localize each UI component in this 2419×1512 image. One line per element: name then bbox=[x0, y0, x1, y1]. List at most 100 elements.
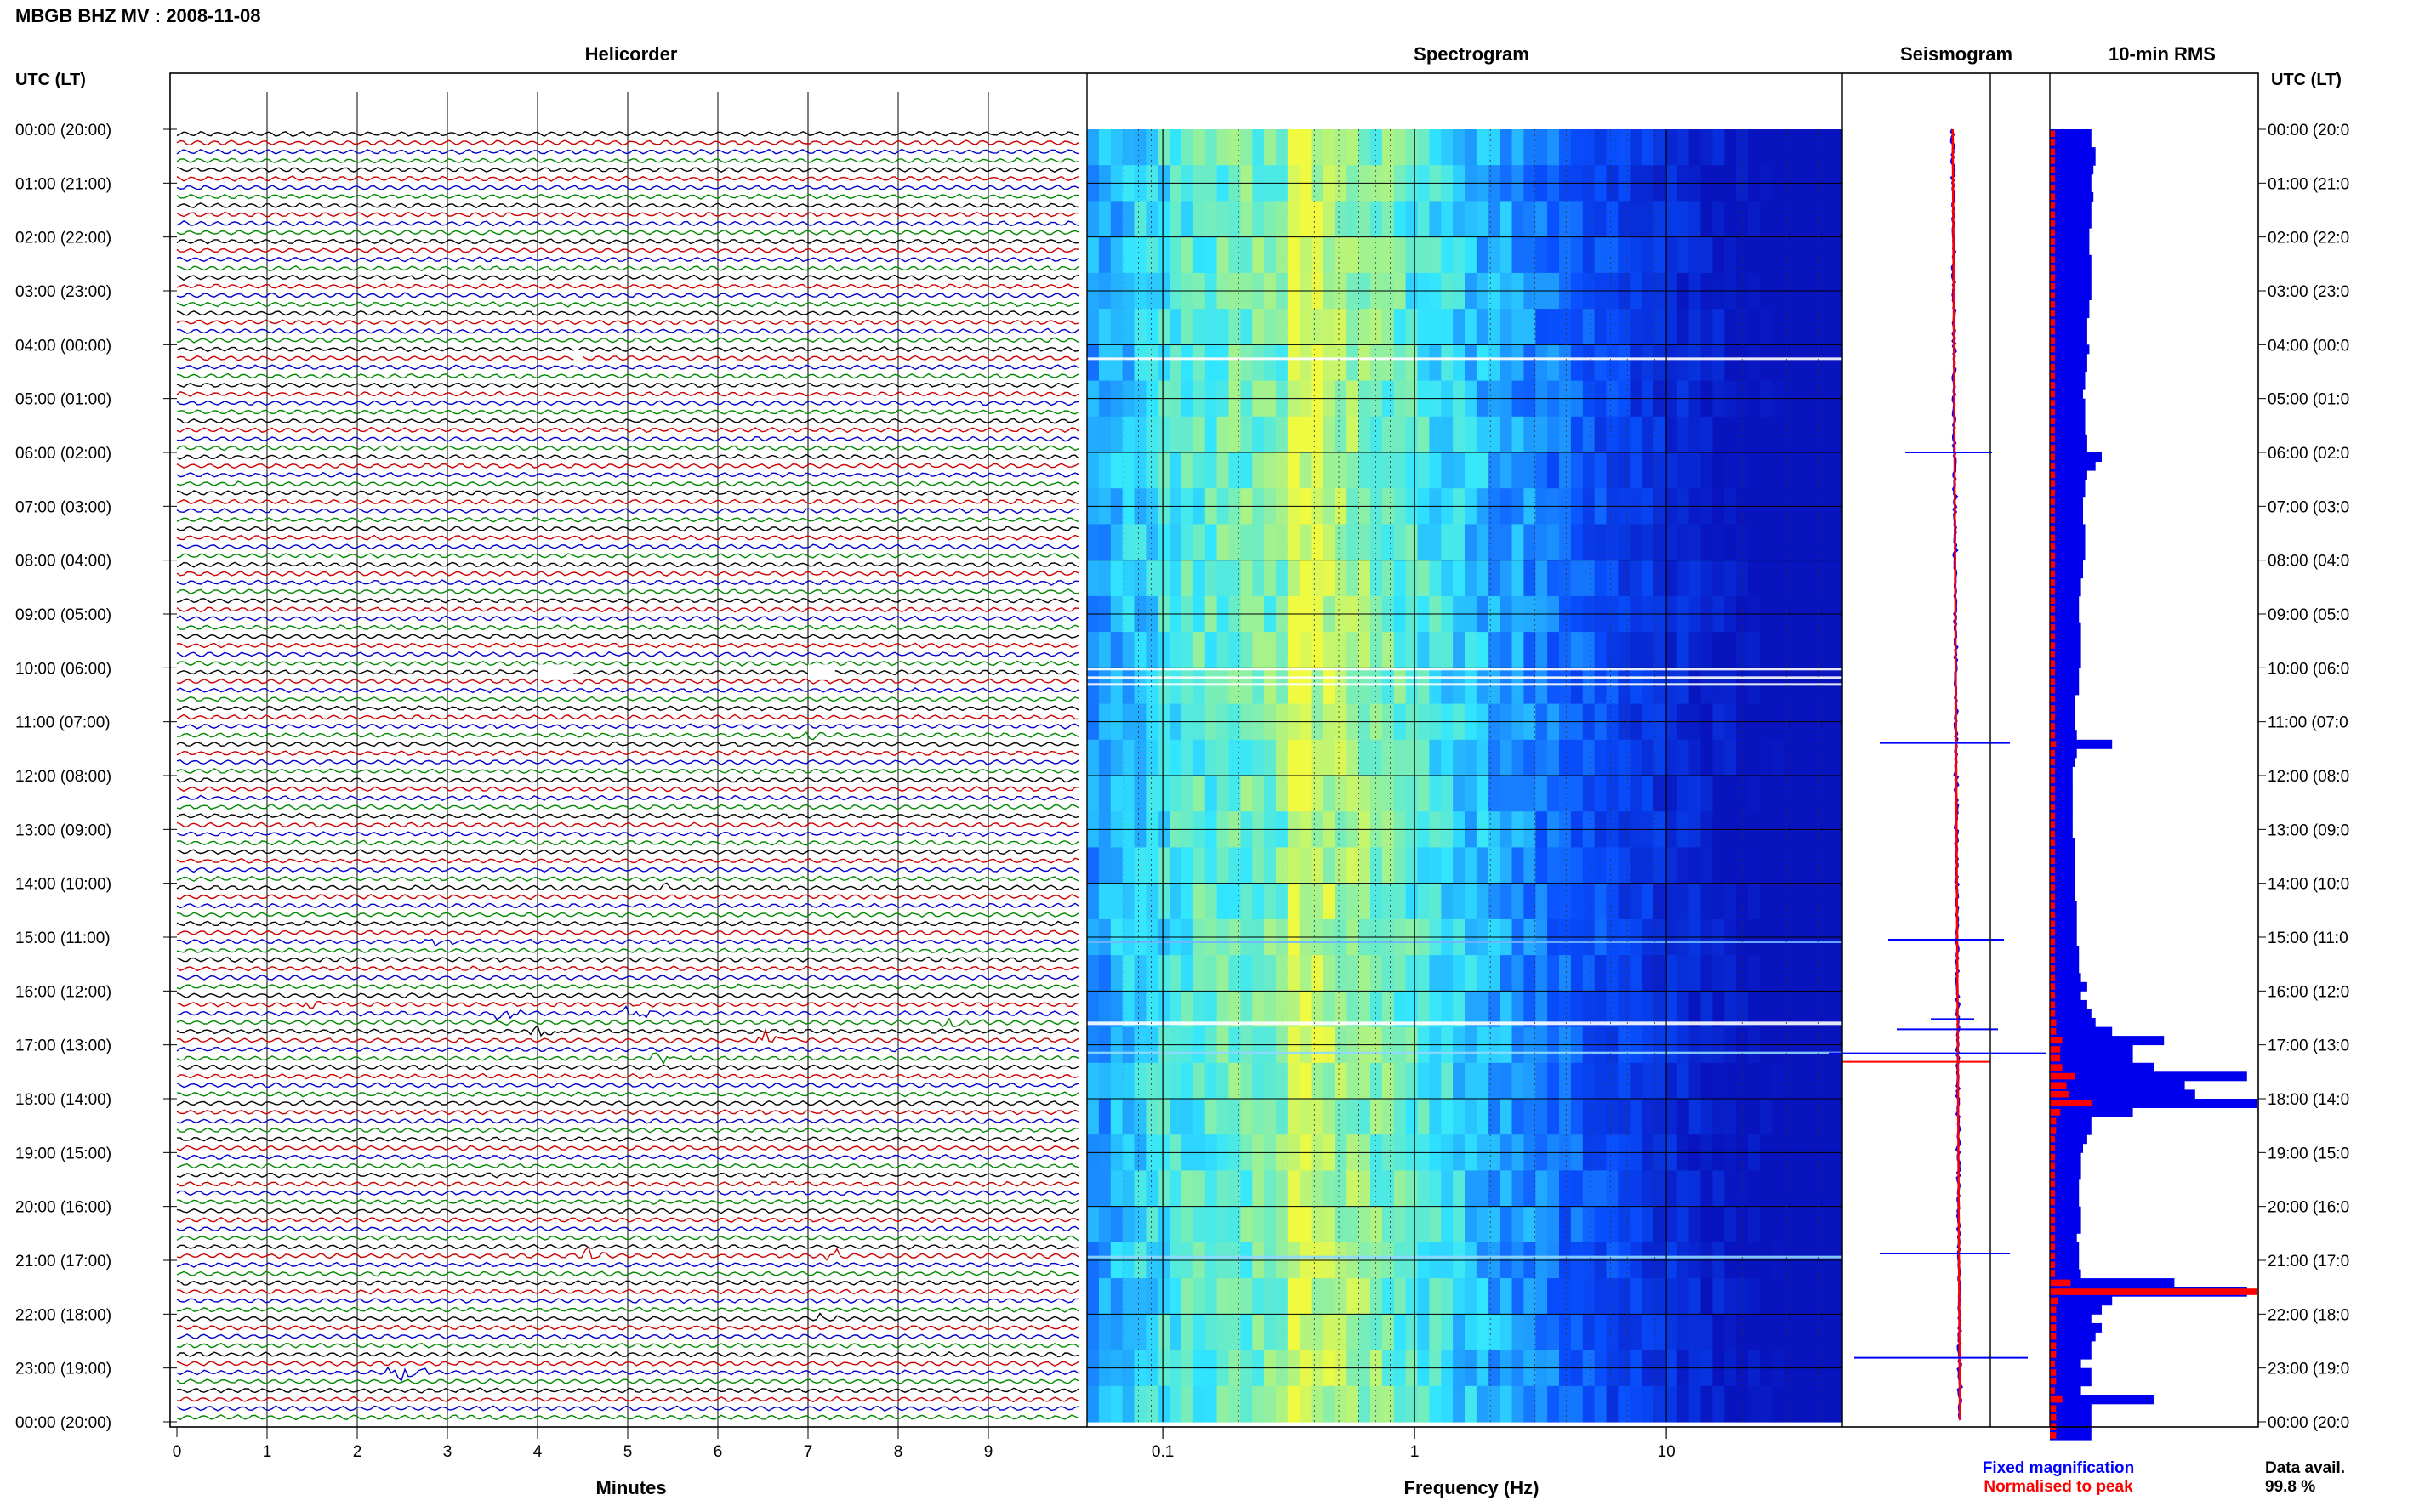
rms-bar-normalised bbox=[2050, 292, 2055, 299]
spectrogram-cell bbox=[1264, 344, 1277, 382]
spectrogram-cell bbox=[1122, 236, 1136, 274]
spectrogram-cell bbox=[1795, 632, 1807, 668]
spectrogram-cell bbox=[1748, 201, 1761, 238]
spectrogram-cell bbox=[1181, 560, 1194, 597]
spectrogram-cell bbox=[1441, 1206, 1454, 1243]
spectrogram-cell bbox=[1771, 883, 1784, 920]
rms-bar-normalised bbox=[2050, 453, 2055, 461]
spectrogram-cell bbox=[1819, 560, 1831, 597]
spectrogram-cell bbox=[1417, 416, 1430, 453]
spectrogram-cell bbox=[1582, 1385, 1596, 1423]
spectrogram-cell bbox=[1299, 524, 1312, 561]
spectrogram-cell bbox=[1688, 524, 1702, 561]
spectrogram-cell bbox=[1429, 201, 1442, 238]
spectrogram-cell bbox=[1688, 129, 1702, 166]
spectrogram-cell bbox=[1606, 776, 1619, 812]
spectrogram-cell bbox=[1381, 129, 1395, 166]
spectrogram-cell bbox=[1594, 1099, 1608, 1135]
rms-bar-normalised bbox=[2050, 408, 2055, 416]
spectrogram-cell bbox=[1547, 344, 1560, 382]
spectrogram-cell bbox=[1676, 1062, 1690, 1100]
spectrogram-cell bbox=[1500, 524, 1513, 561]
rms-bar-normalised bbox=[2050, 1153, 2055, 1161]
spectrogram-cell bbox=[1110, 1278, 1124, 1315]
spectrogram-cell bbox=[1642, 1385, 1654, 1423]
time-label-right: 08:00 (04:0 bbox=[2268, 553, 2349, 571]
spectrogram-cell bbox=[1736, 991, 1749, 1028]
spectrogram-cell bbox=[1405, 1278, 1419, 1315]
rms-bar-normalised bbox=[2050, 723, 2055, 730]
spectrogram-cell bbox=[1122, 201, 1136, 238]
helicorder-trace bbox=[176, 1172, 1079, 1179]
spectrogram-cell bbox=[1264, 1278, 1277, 1315]
spectrogram-cell bbox=[1688, 452, 1702, 489]
spectrogram-cell bbox=[1807, 1385, 1819, 1423]
spectrogram-cell bbox=[1594, 1170, 1608, 1208]
spectrogram-cell bbox=[1476, 1278, 1489, 1315]
spectrogram-cell bbox=[1453, 201, 1466, 238]
spectrogram-cell bbox=[1511, 236, 1524, 274]
spectrogram-cell bbox=[1098, 1170, 1112, 1208]
helicorder-trace bbox=[176, 597, 1079, 604]
spectrogram-cell bbox=[1228, 1062, 1241, 1100]
spectrogram-cell bbox=[1441, 955, 1454, 992]
spectrogram-cell bbox=[1535, 847, 1548, 884]
spectrogram-cell bbox=[1453, 560, 1466, 597]
spectrogram-cell bbox=[1523, 847, 1536, 884]
spectrogram-cell bbox=[1559, 1099, 1572, 1135]
spectrogram-cell bbox=[1216, 739, 1230, 776]
frequency-axis: 0.1 1 10 bbox=[1152, 1427, 1676, 1461]
rms-bar-fixed bbox=[2050, 632, 2081, 642]
spectrogram-cell bbox=[1807, 955, 1819, 992]
spectrogram-cell bbox=[1570, 560, 1584, 597]
spectrogram-cell bbox=[1783, 1062, 1796, 1100]
spectrogram-cell bbox=[1476, 847, 1489, 884]
helicorder-trace bbox=[176, 372, 1079, 379]
time-label-right: 11:00 (07:0 bbox=[2268, 714, 2348, 732]
rms-bar-normalised bbox=[2050, 1082, 2067, 1089]
spectrogram-cell bbox=[1098, 524, 1112, 561]
spectrogram-cell bbox=[1500, 1278, 1513, 1315]
spectrogram-cell bbox=[1192, 847, 1206, 884]
minute-tick-label: 4 bbox=[533, 1443, 543, 1461]
spectrogram-cell bbox=[1216, 524, 1230, 561]
spectrogram-cell bbox=[1264, 1099, 1277, 1135]
rms-bar-normalised bbox=[2050, 552, 2055, 560]
rms-bar-fixed bbox=[2050, 883, 2075, 893]
helicorder-trace bbox=[176, 543, 1079, 550]
spectrogram-cell bbox=[1476, 416, 1489, 453]
spectrogram-cell bbox=[1311, 847, 1324, 884]
spectrogram-cell bbox=[1240, 991, 1253, 1028]
spectrogram-cell bbox=[1547, 309, 1560, 345]
spectrogram-cell bbox=[1618, 1170, 1631, 1208]
spectrogram-cell bbox=[1170, 632, 1182, 668]
spectrogram-cell bbox=[1381, 955, 1395, 992]
spectrogram-cell bbox=[1417, 560, 1430, 597]
spectrogram-cell bbox=[1523, 524, 1536, 561]
spectrogram-cell bbox=[1748, 632, 1761, 668]
spectrogram-cell bbox=[1323, 1170, 1335, 1208]
spectrogram-cell bbox=[1323, 201, 1335, 238]
helicorder-trace bbox=[176, 238, 1079, 245]
frequency-tick-label: 0.1 bbox=[1152, 1443, 1174, 1461]
spectrogram-cell bbox=[1582, 1062, 1596, 1100]
rms-bar-normalised bbox=[2050, 238, 2055, 245]
spectrogram-cell bbox=[1759, 452, 1773, 489]
spectrogram-cell bbox=[1582, 560, 1596, 597]
spectrogram-cell bbox=[1453, 883, 1466, 920]
spectrogram-cell bbox=[1453, 344, 1466, 382]
helicorder-trace bbox=[176, 292, 1079, 298]
spectrogram-cell bbox=[1665, 1278, 1678, 1315]
spectrogram-cell bbox=[1204, 1099, 1218, 1135]
spectrogram-cell bbox=[1134, 632, 1147, 668]
spectrogram-cell bbox=[1122, 1170, 1136, 1208]
spectrogram-cell bbox=[1630, 452, 1642, 489]
spectrogram-cell bbox=[1370, 452, 1383, 489]
spectrogram-cell bbox=[1606, 1206, 1619, 1243]
rms-bar-normalised bbox=[2050, 1405, 2057, 1412]
spectrogram-cell bbox=[1087, 991, 1100, 1028]
spectrogram-cell bbox=[1476, 955, 1489, 992]
spectrogram-cell bbox=[1819, 1314, 1831, 1351]
spectrogram-cell bbox=[1158, 991, 1170, 1028]
helicorder-trace bbox=[176, 642, 1079, 649]
